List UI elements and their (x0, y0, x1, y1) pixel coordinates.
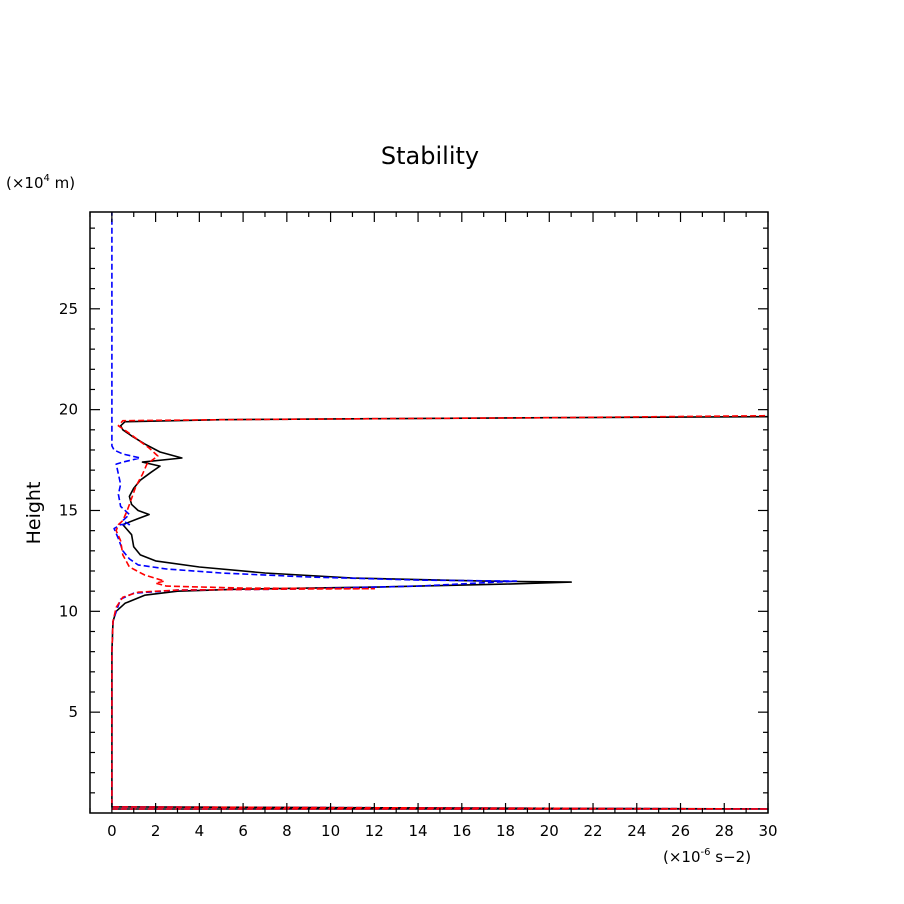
x-tick-label: 24 (627, 822, 646, 840)
x-tick-label: 8 (282, 822, 292, 840)
x-tick-label: 0 (107, 822, 117, 840)
x-tick-label: 6 (238, 822, 248, 840)
y-tick-label: 25 (59, 300, 78, 318)
y-axis-label: Height (23, 482, 45, 545)
x-tick-label: 12 (365, 822, 384, 840)
y-tick-label: 10 (59, 602, 78, 620)
x-tick-label: 20 (540, 822, 559, 840)
x-tick-label: 26 (671, 822, 690, 840)
series-line-profile-red-dashed (111, 414, 769, 810)
x-tick-label: 4 (195, 822, 205, 840)
y-tick-label: 5 (68, 703, 78, 721)
x-tick-label: 22 (583, 822, 602, 840)
x-axis-unit: (×10-6 s−2) (663, 847, 751, 866)
x-tick-label: 10 (321, 822, 340, 840)
series-layer (111, 212, 769, 810)
series-line-profile-black-solid (111, 415, 769, 810)
x-tick-label: 28 (715, 822, 734, 840)
series-line-profile-blue-dashed (111, 212, 769, 810)
chart-title: Stability (381, 142, 479, 170)
y-tick-label: 20 (59, 401, 78, 419)
x-tick-label: 2 (151, 822, 161, 840)
x-tick-label: 14 (409, 822, 428, 840)
x-tick-label: 16 (452, 822, 471, 840)
y-axis-unit: (×104 m) (6, 173, 75, 192)
x-tick-label: 30 (758, 822, 777, 840)
x-tick-label: 18 (496, 822, 515, 840)
plot-frame (89, 211, 769, 814)
y-tick-label: 15 (59, 501, 78, 519)
